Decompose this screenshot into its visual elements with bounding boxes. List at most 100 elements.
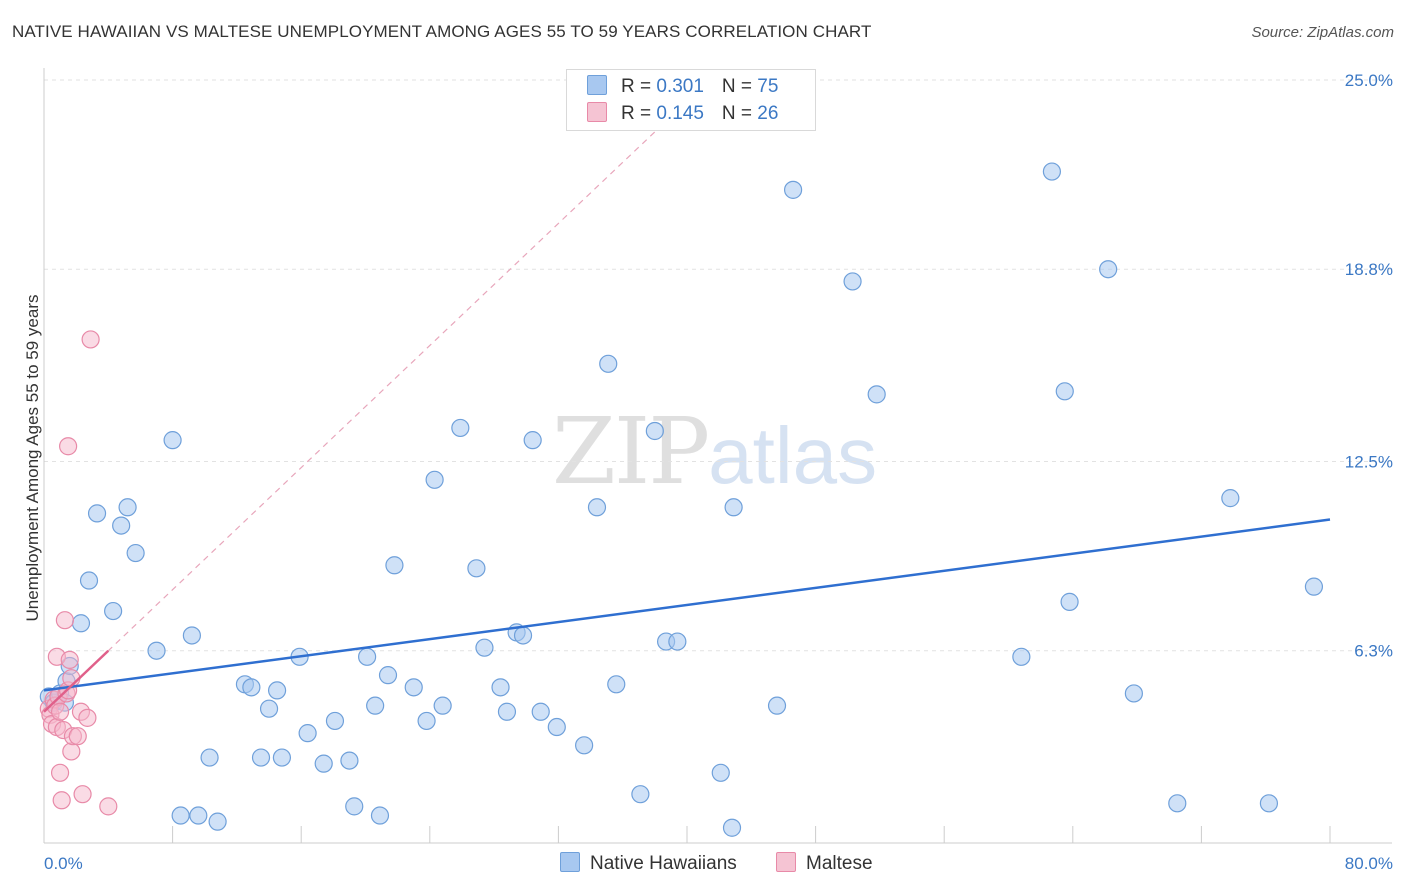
point-native-hawaiian	[242, 678, 261, 697]
point-native-hawaiian	[71, 614, 91, 633]
point-native-hawaiian	[358, 647, 377, 666]
legend-label-maltese: Maltese	[806, 853, 873, 874]
y-tick-label: 12.5%	[1345, 453, 1393, 472]
y-tick-label: 18.8%	[1345, 260, 1393, 279]
point-native-hawaiian	[370, 806, 390, 825]
grid-lines	[44, 79, 1392, 652]
point-native-hawaiian	[711, 763, 730, 782]
point-native-hawaiian	[325, 711, 345, 731]
y-tick-label: 6.3%	[1354, 642, 1393, 661]
point-native-hawaiian	[340, 751, 359, 770]
legend-item-maltese: Maltese	[776, 852, 873, 875]
point-native-hawaiian	[491, 678, 510, 697]
legend-r-label: R =	[621, 76, 657, 97]
point-native-hawaiian	[722, 818, 742, 837]
point-native-hawaiian	[189, 806, 208, 825]
point-native-hawaiian	[147, 641, 166, 660]
point-maltese	[50, 763, 70, 782]
point-native-hawaiian	[267, 681, 287, 700]
point-native-hawaiian	[475, 638, 494, 657]
point-native-hawaiian	[104, 601, 123, 621]
point-native-hawaiian	[378, 666, 398, 685]
point-native-hawaiian	[126, 543, 145, 563]
point-native-hawaiian	[783, 180, 803, 199]
point-native-hawaiian	[87, 504, 107, 523]
legend-swatch-pink	[587, 102, 607, 122]
x-tick-label-max: 80.0%	[1345, 854, 1393, 873]
point-maltese	[52, 791, 71, 810]
point-native-hawaiian	[767, 696, 787, 715]
point-maltese	[99, 797, 118, 816]
source-label: Source: ZipAtlas.com	[1251, 24, 1394, 41]
point-native-hawaiian	[1124, 684, 1143, 703]
stats-legend: R = 0.301 N = 75 R = 0.145 N = 26	[566, 69, 816, 131]
point-native-hawaiian	[112, 516, 131, 535]
legend-swatch-blue	[560, 852, 580, 872]
point-native-hawaiian	[645, 421, 664, 441]
point-native-hawaiian	[575, 736, 594, 755]
point-maltese	[50, 702, 70, 721]
point-native-hawaiian	[547, 717, 566, 737]
point-maltese	[73, 785, 92, 804]
point-native-hawaiian	[259, 699, 279, 718]
point-native-hawaiian	[200, 748, 219, 767]
native-hawaiians-trend-line	[43, 518, 1331, 692]
legend-r-value: 0.301	[656, 76, 704, 97]
legend-row-native-hawaiians: R = 0.301 N = 75	[587, 75, 778, 99]
y-axis-title: Unemployment Among Ages 55 to 59 years	[23, 295, 42, 622]
point-native-hawaiian	[1060, 592, 1079, 611]
point-native-hawaiian	[118, 498, 137, 517]
point-maltese	[62, 742, 81, 761]
point-native-hawaiian	[433, 696, 452, 715]
point-native-hawaiian	[607, 675, 626, 694]
point-maltese	[60, 650, 79, 669]
point-native-hawaiian	[404, 678, 423, 697]
maltese-trend-line	[43, 649, 110, 713]
point-native-hawaiian	[272, 748, 292, 767]
point-native-hawaiian	[251, 748, 271, 767]
trend-lines	[43, 518, 1331, 713]
point-native-hawaiian	[171, 806, 190, 825]
watermark: ZIPatlas	[552, 398, 877, 505]
point-native-hawaiian	[314, 754, 333, 773]
point-native-hawaiian	[843, 272, 862, 291]
maltese-trend-extension	[43, 79, 710, 713]
legend-n-value: 26	[757, 103, 779, 124]
point-native-hawaiian	[1168, 794, 1187, 813]
point-native-hawaiian	[208, 812, 227, 831]
legend-row-maltese: R = 0.145 N = 26	[587, 102, 778, 126]
point-native-hawaiian	[1099, 260, 1118, 279]
point-native-hawaiian	[867, 385, 886, 404]
point-native-hawaiian	[724, 498, 743, 517]
point-native-hawaiian	[1012, 647, 1031, 666]
watermark-zip: ZIP	[552, 398, 710, 505]
point-maltese	[59, 437, 78, 456]
axis-labels: 6.3% 12.5% 18.8% 25.0% 0.0% 80.0% Unemployment…	[23, 71, 1393, 873]
legend-label-native-hawaiians: Native Hawaiians	[590, 853, 737, 874]
point-native-hawaiian	[345, 797, 364, 816]
series-maltese	[39, 330, 118, 816]
point-native-hawaiian	[467, 559, 486, 578]
point-native-hawaiian	[513, 626, 533, 645]
point-native-hawaiian	[1221, 489, 1240, 508]
legend-r-label: R =	[621, 103, 657, 124]
legend-n-label: N =	[721, 76, 758, 97]
point-native-hawaiian	[631, 785, 650, 804]
point-native-hawaiian	[1055, 382, 1074, 401]
point-native-hawaiian	[79, 571, 99, 590]
point-native-hawaiian	[599, 354, 618, 373]
trend-extension	[43, 79, 710, 713]
point-maltese	[68, 727, 87, 746]
point-maltese	[81, 330, 100, 349]
point-native-hawaiian	[531, 702, 550, 721]
legend-item-native-hawaiians: Native Hawaiians	[560, 852, 737, 875]
chart-title: NATIVE HAWAIIAN VS MALTESE UNEMPLOYMENT …	[12, 22, 872, 41]
series-native-hawaiians	[39, 162, 1324, 837]
point-maltese	[78, 708, 97, 727]
point-native-hawaiian	[385, 556, 404, 575]
x-tick-label-min: 0.0%	[44, 854, 83, 873]
point-native-hawaiian	[1304, 577, 1324, 596]
point-native-hawaiian	[668, 632, 687, 651]
point-native-hawaiian	[425, 470, 444, 489]
